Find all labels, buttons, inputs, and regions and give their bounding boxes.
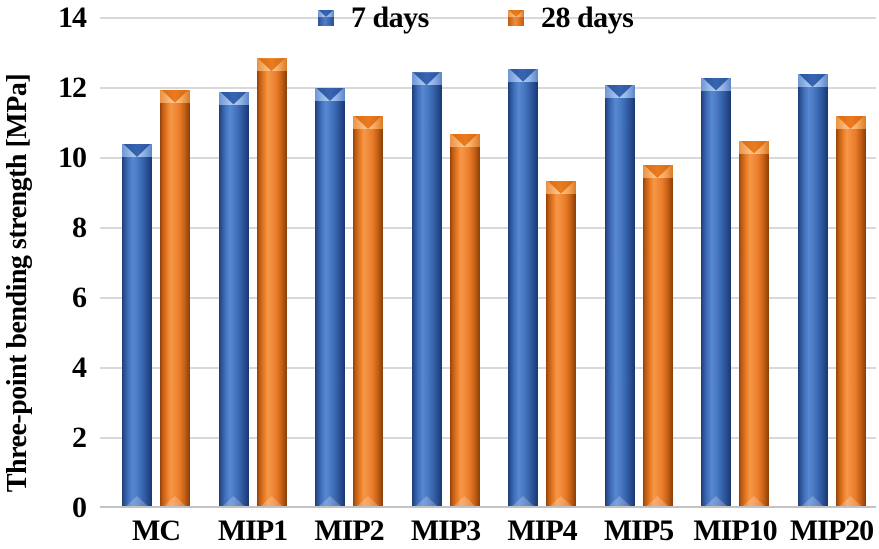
bar-bottom-bevel: [415, 496, 438, 506]
bar-7days-MIP2: [315, 88, 345, 506]
y-tick-label-14: 14: [58, 1, 87, 34]
bar-top-bevel: [604, 84, 635, 98]
bar-top-bevel: [835, 116, 866, 129]
bar-bottom-bevel: [319, 496, 341, 506]
legend-label-28-days: 28 days: [541, 1, 634, 34]
bar-top-bevel: [642, 165, 673, 178]
bar-28days-MIP20: [835, 116, 866, 506]
gridline-8: [100, 227, 876, 229]
gridline-4: [100, 367, 876, 369]
bar-top-bevel: [739, 140, 769, 154]
bar-bottom-bevel: [222, 496, 245, 506]
bar-7days-MC: [122, 144, 152, 506]
bar-bottom-bevel: [164, 496, 186, 506]
bar-top-bevel: [353, 116, 383, 129]
legend-swatch-7-days-icon: [318, 10, 334, 26]
bar-28days-MC: [160, 89, 190, 506]
gridline-6: [100, 297, 876, 299]
bar-7days-MIP5: [604, 84, 635, 506]
x-category-label-MIP1: MIP1: [217, 514, 288, 547]
bar-bottom-bevel: [260, 496, 283, 506]
y-tick-label-0: 0: [72, 491, 87, 524]
plot-area: [100, 0, 876, 508]
bar-28days-MIP1: [256, 58, 287, 506]
bar-top-bevel: [449, 133, 480, 147]
x-category-label-MIP10: MIP10: [693, 514, 777, 547]
bar-28days-MIP10: [739, 140, 769, 506]
bar-bottom-bevel: [801, 496, 824, 506]
legend-item-7-days: 7 days: [318, 0, 429, 36]
bar-7days-MIP3: [411, 72, 442, 506]
x-category-label-MC: MC: [132, 514, 181, 547]
x-axis-line: [100, 506, 876, 508]
bar-28days-MIP4: [546, 180, 576, 506]
bar-bottom-bevel: [453, 496, 476, 506]
gridline-2: [100, 437, 876, 439]
bar-top-bevel: [122, 144, 152, 157]
bar-28days-MIP3: [449, 133, 480, 506]
legend-item-28-days: 28 days: [508, 0, 634, 36]
x-category-label-MIP20: MIP20: [789, 514, 874, 547]
bar-7days-MIP10: [701, 77, 731, 506]
bar-top-bevel: [701, 77, 731, 91]
bar-bottom-bevel: [646, 496, 669, 506]
gridline-10: [100, 157, 876, 159]
bar-7days-MIP1: [218, 91, 249, 506]
bar-top-bevel: [797, 74, 828, 87]
x-category-label-MIP3: MIP3: [410, 514, 481, 547]
bar-top-bevel: [160, 89, 190, 103]
bar-top-bevel: [546, 180, 576, 194]
y-tick-label-8: 8: [72, 211, 87, 244]
bar-7days-MIP4: [508, 68, 538, 506]
bar-bottom-bevel: [743, 496, 765, 506]
bar-bottom-bevel: [839, 496, 862, 506]
y-tick-label-6: 6: [72, 281, 87, 314]
y-tick-label-2: 2: [72, 421, 87, 454]
bar-bottom-bevel: [550, 496, 572, 506]
bar-top-bevel: [218, 91, 249, 105]
bar-top-bevel: [411, 72, 442, 86]
bar-bottom-bevel: [512, 496, 534, 506]
bar-bottom-bevel: [357, 496, 379, 506]
bar-bottom-bevel: [705, 496, 727, 506]
gridline-12: [100, 87, 876, 89]
bar-28days-MIP2: [353, 116, 383, 506]
legend-label-7-days: 7 days: [351, 1, 429, 34]
x-category-label-MIP4: MIP4: [507, 514, 577, 547]
gridline-14: [100, 17, 876, 19]
bar-top-bevel: [256, 58, 287, 72]
bar-7days-MIP20: [797, 74, 828, 506]
y-tick-label-4: 4: [72, 351, 87, 384]
y-tick-label-10: 10: [58, 141, 87, 174]
x-category-label-MIP2: MIP2: [314, 514, 384, 547]
bar-top-bevel: [508, 68, 538, 82]
bar-top-bevel: [315, 88, 345, 101]
x-category-label-MIP5: MIP5: [603, 514, 674, 547]
bar-28days-MIP5: [642, 165, 673, 506]
y-tick-label-12: 12: [58, 71, 87, 104]
bar-bottom-bevel: [608, 496, 631, 506]
bar-bottom-bevel: [126, 496, 148, 506]
legend-swatch-28-days-icon: [508, 10, 524, 26]
